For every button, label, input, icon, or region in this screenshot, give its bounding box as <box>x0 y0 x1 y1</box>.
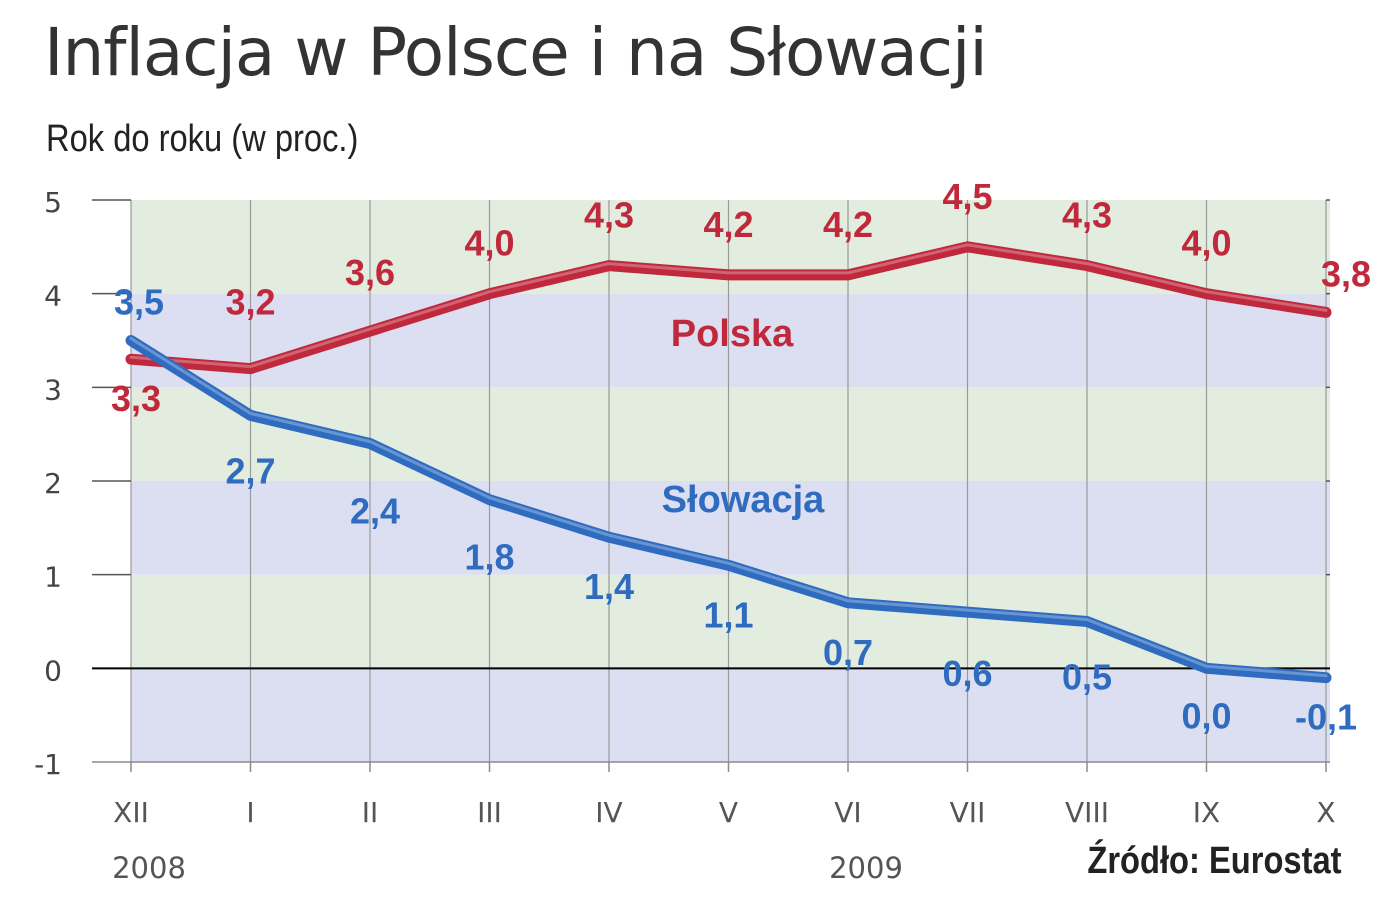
y-tick-label: 4 <box>44 280 62 313</box>
x-tick-label: XII <box>113 796 149 829</box>
chart-title: Inflacja w Polsce i na Słowacji <box>44 14 988 91</box>
polska-data-label: 3,3 <box>111 378 161 419</box>
polska-data-label: 4,0 <box>464 223 514 264</box>
band-0 <box>131 574 1330 669</box>
x-tick-label: VII <box>950 796 986 829</box>
slowacja-data-label: 0,7 <box>823 632 873 673</box>
slowacja-data-label: 2,4 <box>350 491 400 532</box>
series-highlight <box>129 243 1328 369</box>
polska-data-label: 4,3 <box>584 195 634 236</box>
slowacja-data-label: 0,6 <box>942 653 992 694</box>
y-tick-label: 1 <box>44 561 62 594</box>
slowacja-data-label: 1,8 <box>464 537 514 578</box>
series-highlight <box>129 337 1328 678</box>
polska-data-label: 3,8 <box>1321 253 1371 294</box>
year-label: 2009 <box>829 851 903 885</box>
x-tick-label: I <box>246 796 254 829</box>
x-tick-label: VIII <box>1065 796 1109 829</box>
slowacja-data-label: -0,1 <box>1295 697 1357 738</box>
slowacja-data-label: 3,5 <box>114 282 164 323</box>
y-tick-label: -1 <box>34 748 62 781</box>
polska-data-label: 4,0 <box>1181 223 1231 264</box>
slowacja-data-label: 0,5 <box>1062 657 1112 698</box>
polska-data-label: 4,5 <box>942 176 992 217</box>
y-tick-label: 0 <box>44 654 62 687</box>
band-1 <box>131 481 1330 575</box>
polska-data-label: 4,3 <box>1062 195 1112 236</box>
slowacja-data-label: 1,4 <box>584 566 634 607</box>
slowacja-data-label: 2,7 <box>225 450 275 491</box>
x-tick-label: X <box>1316 796 1335 829</box>
polska-data-label: 3,6 <box>345 252 395 293</box>
y-tick-label: 3 <box>44 373 62 406</box>
polska-data-label: 3,2 <box>225 282 275 323</box>
polska-data-label: 4,2 <box>703 204 753 245</box>
x-tick-label: VI <box>834 796 861 829</box>
x-tick-label: III <box>477 796 502 829</box>
x-tick-label: II <box>362 796 379 829</box>
series-name-slowacja: Słowacja <box>662 479 825 521</box>
x-tick-label: IV <box>595 796 622 829</box>
year-label: 2008 <box>112 851 186 885</box>
slowacja-data-label: 1,1 <box>703 594 753 635</box>
series-line-slowacja <box>125 335 1332 684</box>
x-tick-label: V <box>719 796 738 829</box>
slowacja-data-label: 0,0 <box>1181 695 1231 736</box>
series-name-polska: Polska <box>671 313 794 355</box>
y-tick-label: 5 <box>44 186 62 219</box>
series-line-polska <box>125 241 1332 375</box>
y-tick-label: 2 <box>44 467 62 500</box>
band--1 <box>131 668 1330 762</box>
chart-subtitle: Rok do roku (w proc.) <box>46 118 359 160</box>
polska-data-label: 4,2 <box>823 204 873 245</box>
x-tick-label: IX <box>1193 796 1220 829</box>
source-note: Źródło: Eurostat <box>1087 840 1342 882</box>
